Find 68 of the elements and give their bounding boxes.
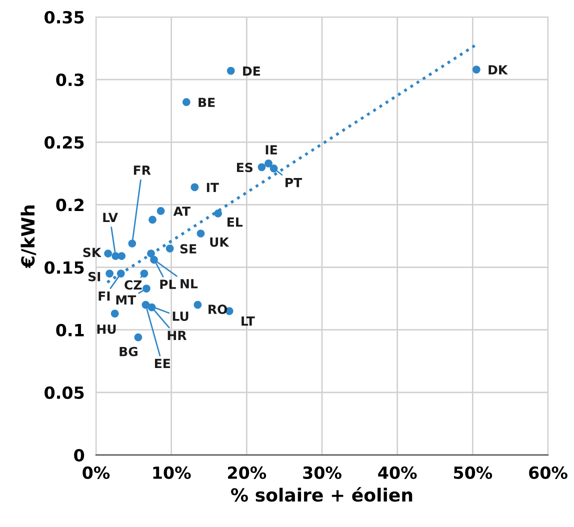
annotation: BE xyxy=(198,98,215,107)
point xyxy=(166,244,174,252)
annotation: LV xyxy=(103,212,118,222)
y-tick-label: 0.35 xyxy=(44,10,84,24)
annotation: FI xyxy=(98,291,110,301)
y-axis-title: €/kWh xyxy=(20,205,36,268)
point xyxy=(110,310,119,318)
point xyxy=(156,207,165,215)
annotation: RO xyxy=(208,304,228,314)
point xyxy=(140,270,148,278)
x-tick-label: 50% xyxy=(454,466,492,480)
x-tick-label: 0% xyxy=(82,466,110,480)
annotation: BG xyxy=(120,346,138,356)
x-tick-label: 20% xyxy=(228,466,266,480)
annotation: SK xyxy=(83,248,102,258)
y-tick-label: 0.2 xyxy=(56,198,84,212)
annotation: ES xyxy=(237,162,252,172)
annotation: EE xyxy=(154,358,170,368)
annotation: MT xyxy=(116,295,136,305)
point xyxy=(472,66,480,74)
annotation: FR xyxy=(134,166,151,175)
point xyxy=(190,183,199,192)
point xyxy=(226,66,235,75)
point xyxy=(142,300,150,309)
point xyxy=(106,270,114,278)
point xyxy=(104,250,112,258)
x-tick-label: 40% xyxy=(378,466,417,480)
point xyxy=(264,159,272,168)
point xyxy=(196,230,205,238)
x-tick-label: 60% xyxy=(529,466,568,480)
annotation: DK xyxy=(488,65,508,74)
point xyxy=(194,300,202,309)
annotation: IT xyxy=(206,182,219,192)
annotation: NL xyxy=(180,279,198,288)
y-tick-label: 0.05 xyxy=(44,386,84,399)
annotation: CZ xyxy=(124,280,142,290)
annotation: PT xyxy=(286,178,302,188)
point xyxy=(118,252,126,260)
point xyxy=(128,240,136,248)
point xyxy=(116,270,125,278)
annotation: LT xyxy=(242,316,255,326)
point xyxy=(182,98,190,106)
y-tick-label: 0.25 xyxy=(44,136,84,149)
annotation: UK xyxy=(210,238,230,247)
y-tick-label: 0.3 xyxy=(56,74,84,86)
point xyxy=(258,163,266,172)
point xyxy=(142,284,150,292)
annotation: IE xyxy=(266,145,277,154)
annotation: SE xyxy=(180,244,196,254)
point xyxy=(134,333,142,342)
x-tick-label: 30% xyxy=(303,466,342,480)
y-tick-label: 0.15 xyxy=(44,261,84,274)
point xyxy=(148,216,156,224)
annotation: SI xyxy=(88,272,100,282)
annotation: EL xyxy=(228,218,243,227)
annotation: HR xyxy=(168,330,187,340)
annotation: AT xyxy=(173,206,190,216)
annotation: LU xyxy=(172,312,188,321)
annotation: HU xyxy=(97,324,116,334)
point xyxy=(270,164,278,172)
x-tick-label: 10% xyxy=(153,466,191,480)
point xyxy=(214,210,222,218)
annotation: PL xyxy=(160,280,176,289)
x-axis-title: % solaire + éolien xyxy=(231,487,412,502)
y-tick-label: 0.1 xyxy=(56,324,84,336)
point xyxy=(147,250,155,258)
y-tick-label: 0 xyxy=(74,448,84,462)
annotation: DE xyxy=(243,66,260,76)
